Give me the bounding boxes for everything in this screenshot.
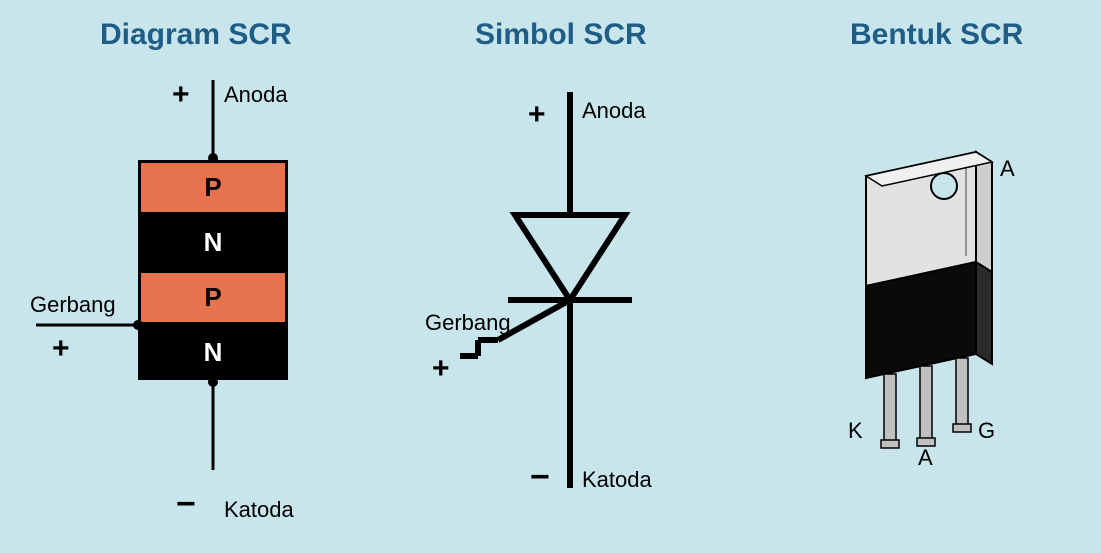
diagram-anode-plus: + xyxy=(172,78,190,112)
layer-p1: P xyxy=(138,160,288,215)
symbol-gate-label: Gerbang xyxy=(425,310,511,336)
physical-pin-g: G xyxy=(978,418,995,444)
diagram-bottom-lead xyxy=(0,370,400,490)
diagram-gate-label: Gerbang xyxy=(30,292,116,318)
layer-p2: P xyxy=(138,270,288,325)
layer-n1: N xyxy=(138,215,288,270)
diagram-cathode-minus: − xyxy=(176,485,196,524)
symbol-cathode-label: Katoda xyxy=(582,467,652,493)
diagram-gate-plus: + xyxy=(52,332,70,366)
symbol-anode-label: Anoda xyxy=(582,98,646,124)
physical-pin-a-top: A xyxy=(1000,156,1015,182)
heading-symbol: Simbol SCR xyxy=(475,18,647,52)
physical-pin-a-bottom: A xyxy=(918,445,933,471)
heading-physical: Bentuk SCR xyxy=(850,18,1023,52)
physical-pin-k: K xyxy=(848,418,863,444)
diagram-anode-label: Anoda xyxy=(224,82,288,108)
symbol-cathode-minus: − xyxy=(530,458,550,497)
diagram-cathode-label: Katoda xyxy=(224,497,294,523)
scr-schematic-symbol xyxy=(430,85,730,505)
symbol-gate-plus: + xyxy=(432,352,450,386)
symbol-anode-plus: + xyxy=(528,98,546,132)
